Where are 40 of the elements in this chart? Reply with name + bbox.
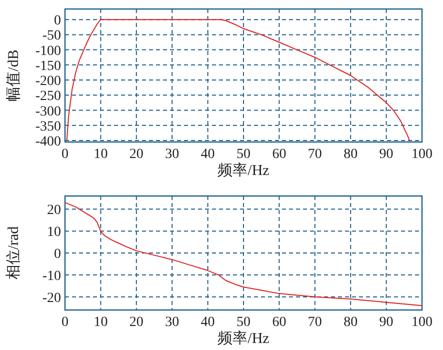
x-tick-label: 50	[236, 315, 250, 330]
y-tick-label: -400	[35, 134, 61, 150]
line-series	[64, 202, 422, 306]
y-tick-label: -50	[42, 28, 61, 44]
y-axis-title: 相位/rad	[5, 226, 22, 280]
y-tick-label: -300	[35, 104, 61, 120]
x-tick-label: 90	[379, 315, 394, 330]
x-tick-label: 60	[272, 147, 286, 162]
x-tick-label: 30	[165, 147, 180, 162]
line-series	[66, 19, 410, 141]
x-tick-label: 80	[344, 315, 358, 330]
x-tick-label: 100	[412, 315, 432, 330]
x-tick-label: 40	[200, 315, 215, 330]
x-tick-label: 70	[308, 315, 322, 330]
x-tick-label: 50	[236, 147, 250, 162]
y-tick-label: -100	[35, 44, 61, 59]
y-tick-label: 10	[47, 225, 61, 240]
x-tick-label: 10	[94, 315, 108, 330]
x-tick-label: 40	[200, 147, 215, 162]
x-tick-label: 90	[379, 147, 394, 162]
y-tick-label: 0	[54, 247, 61, 262]
y-tick-label: -20	[42, 290, 61, 306]
x-tick-label: 70	[308, 147, 322, 162]
y-tick-label: -10	[42, 268, 61, 284]
x-tick-label: 100	[412, 147, 432, 162]
x-tick-label: 10	[94, 147, 108, 162]
y-tick-label: -350	[35, 119, 61, 134]
y-tick-label: 0	[54, 14, 61, 29]
y-tick-label: 20	[47, 203, 61, 218]
y-axis-title: 幅值/dB	[5, 50, 22, 102]
x-tick-label: 60	[272, 315, 286, 330]
y-tick-label: -200	[35, 74, 61, 90]
x-tick-label: 20	[129, 315, 144, 330]
x-tick-label: 30	[165, 315, 180, 330]
x-tick-label: 20	[129, 147, 144, 162]
y-tick-label: -250	[35, 89, 61, 104]
x-axis-title: 频率/Hz	[218, 162, 270, 179]
x-axis-title: 频率/Hz	[218, 330, 270, 347]
y-tick-label: -150	[35, 58, 61, 74]
x-tick-label: 80	[344, 147, 358, 162]
